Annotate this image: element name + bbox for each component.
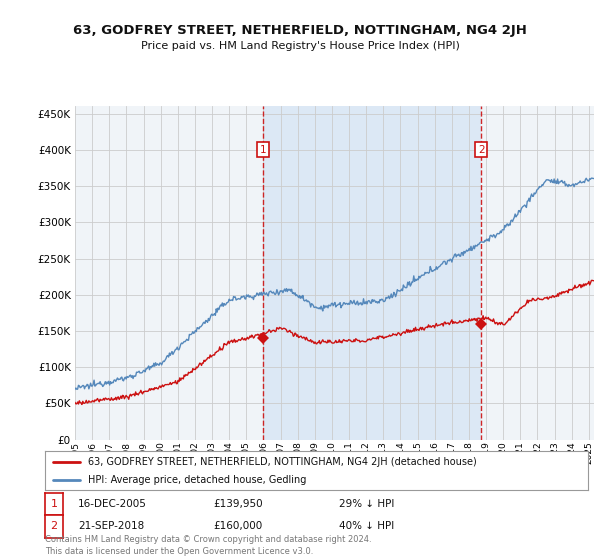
Text: £139,950: £139,950 [213, 499, 263, 509]
Text: 1: 1 [50, 499, 58, 509]
Text: 16-DEC-2005: 16-DEC-2005 [78, 499, 147, 509]
Text: Contains HM Land Registry data © Crown copyright and database right 2024.
This d: Contains HM Land Registry data © Crown c… [45, 535, 371, 556]
Text: 2: 2 [478, 145, 485, 155]
Text: 63, GODFREY STREET, NETHERFIELD, NOTTINGHAM, NG4 2JH (detached house): 63, GODFREY STREET, NETHERFIELD, NOTTING… [88, 457, 477, 467]
Text: 2: 2 [50, 521, 58, 531]
Text: 29% ↓ HPI: 29% ↓ HPI [339, 499, 394, 509]
Text: 40% ↓ HPI: 40% ↓ HPI [339, 521, 394, 531]
Text: 63, GODFREY STREET, NETHERFIELD, NOTTINGHAM, NG4 2JH: 63, GODFREY STREET, NETHERFIELD, NOTTING… [73, 24, 527, 38]
Bar [263, 106, 481, 440]
Text: 21-SEP-2018: 21-SEP-2018 [78, 521, 144, 531]
Text: Price paid vs. HM Land Registry's House Price Index (HPI): Price paid vs. HM Land Registry's House … [140, 41, 460, 51]
Text: HPI: Average price, detached house, Gedling: HPI: Average price, detached house, Gedl… [88, 475, 307, 485]
Text: 1: 1 [259, 145, 266, 155]
Text: £160,000: £160,000 [213, 521, 262, 531]
